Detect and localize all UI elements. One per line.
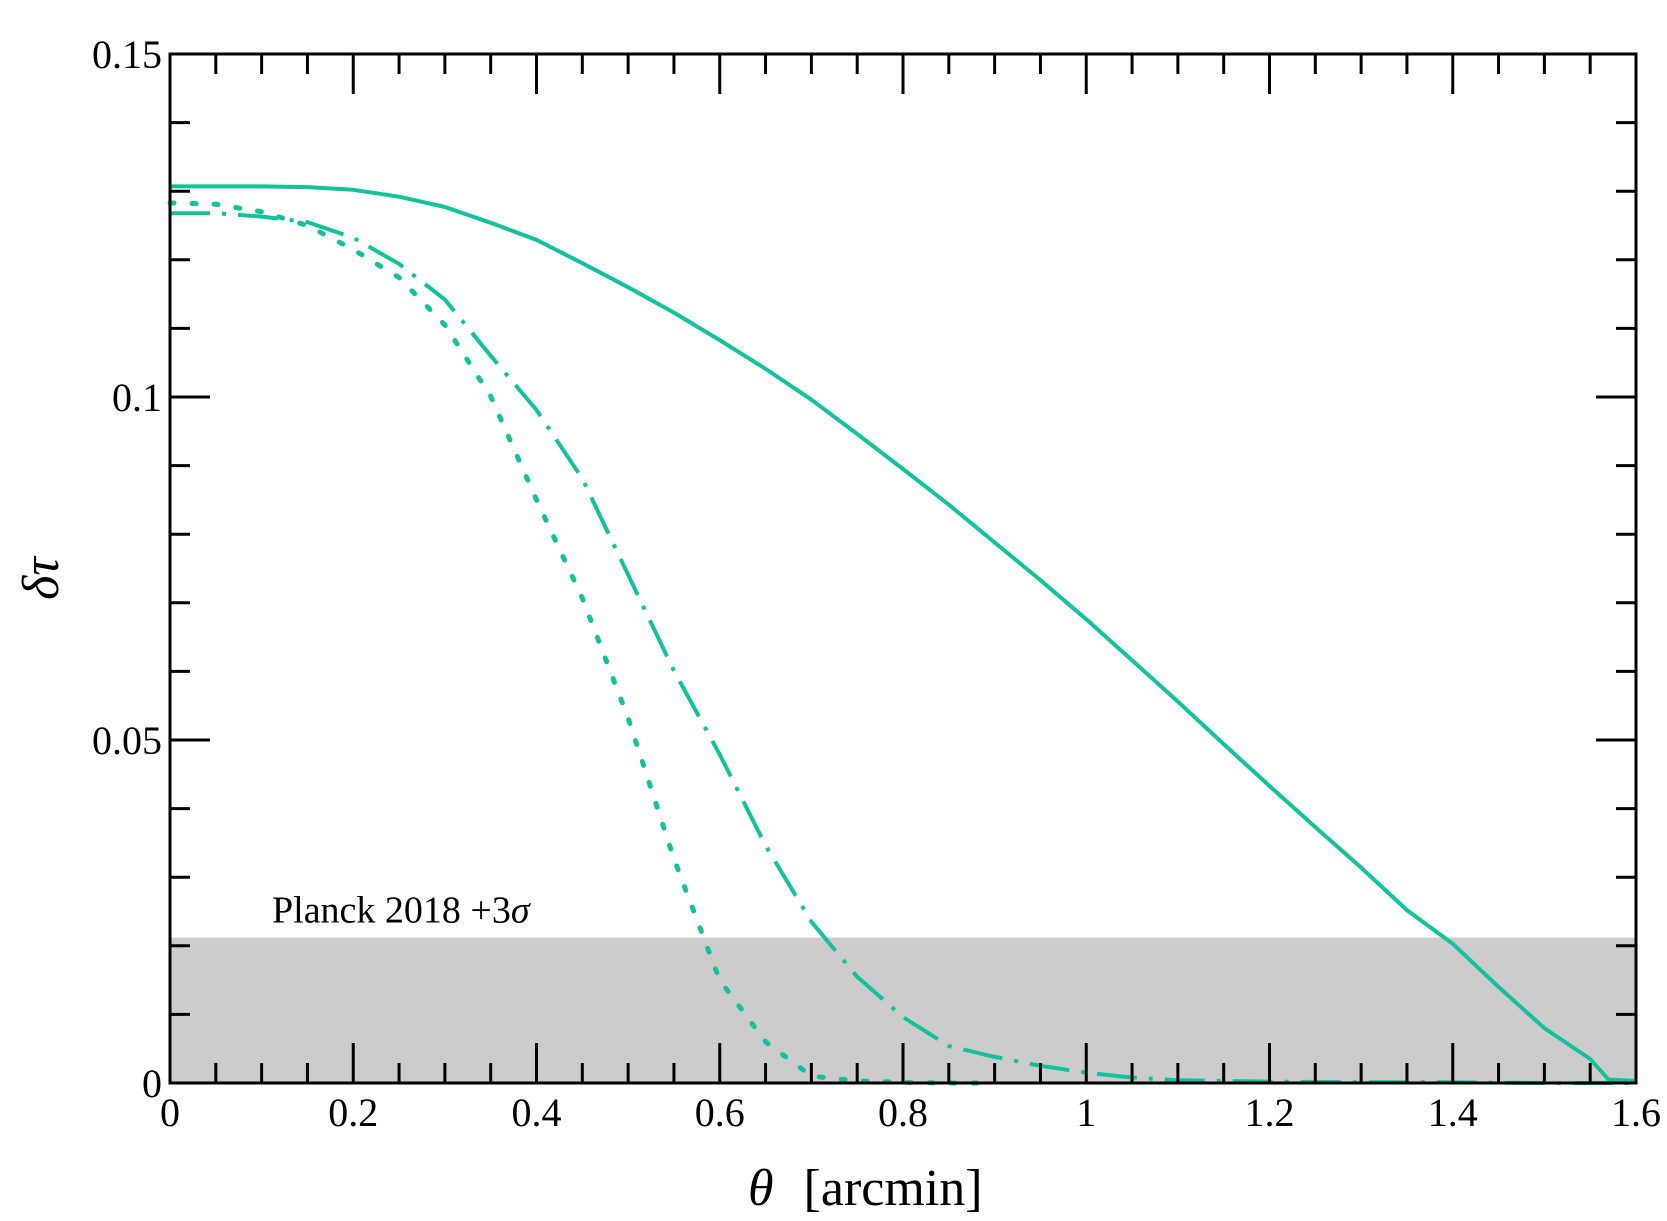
x-axis-title: θ [arcmin]	[748, 1160, 983, 1217]
x-tick-label: 1.2	[1245, 1090, 1295, 1135]
y-tick-label: 0	[142, 1061, 162, 1106]
x-tick-label: 0.8	[878, 1090, 928, 1135]
plot-frame	[168, 52, 1638, 1085]
x-tick-label: 1.6	[1611, 1090, 1661, 1135]
x-tick-label: 0	[160, 1090, 180, 1135]
x-tick-label: 1.4	[1428, 1090, 1478, 1135]
x-tick-label: 0.6	[695, 1090, 745, 1135]
y-tick-label: 0.05	[92, 718, 162, 763]
y-axis-title: δτ	[13, 555, 70, 600]
y-tick-label: 0.1	[112, 375, 162, 420]
series-dotted	[167, 200, 998, 1086]
series-dashed	[170, 211, 1636, 1085]
x-tick-label: 0.4	[512, 1090, 562, 1135]
ticklabels-layer: 0 0.2 0.4 0.6 0.8 1 1.2 1.4 1.6 0 0.05 0.1 0.15	[92, 32, 1661, 1135]
x-tick-label: 1	[1076, 1090, 1096, 1135]
y-tick-label: 0.15	[92, 32, 162, 77]
series-layer	[167, 184, 1637, 1086]
band-label: Planck 2018 +3σ	[272, 890, 531, 932]
x-tick-label: 0.2	[328, 1090, 378, 1135]
series-solid	[170, 184, 1637, 1083]
